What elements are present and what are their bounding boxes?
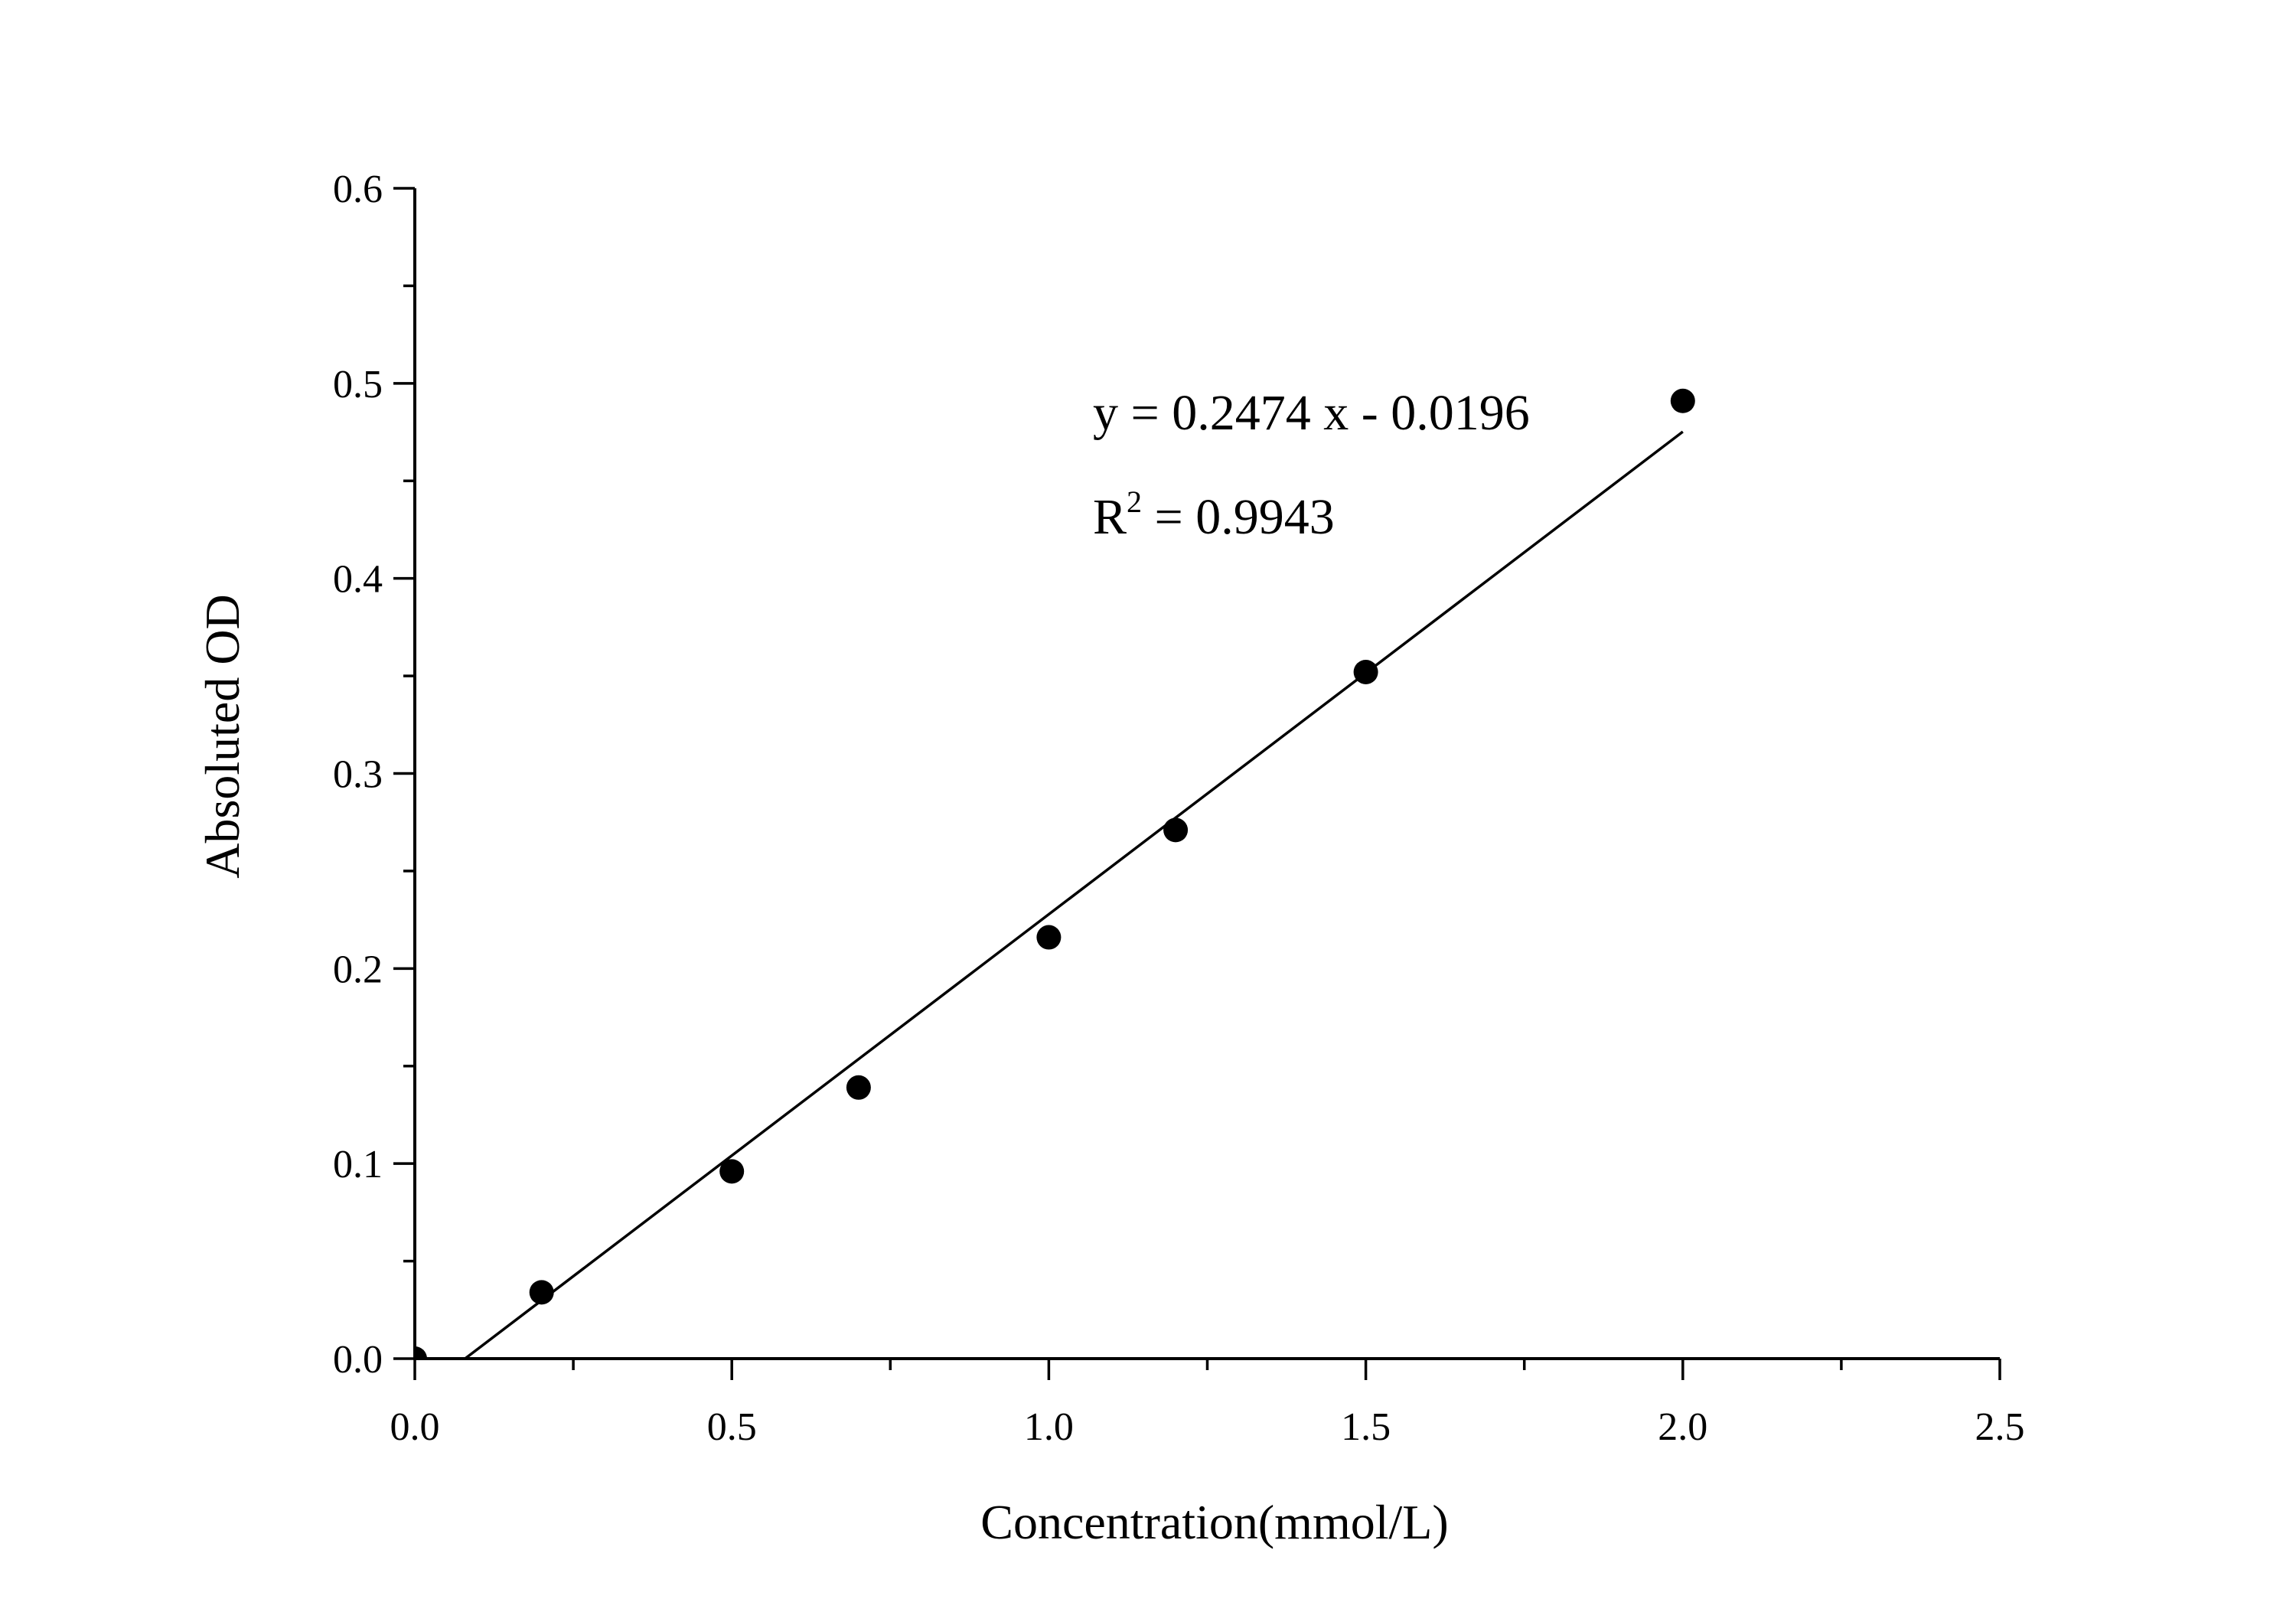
r-squared-value: = 0.9943 [1142,489,1335,545]
data-point [1036,925,1062,950]
x-tick-label: 1.5 [1341,1405,1391,1449]
data-point [415,1346,427,1359]
y-tick-label: 0.6 [333,168,383,211]
x-tick-label: 1.0 [1024,1405,1074,1449]
x-axis-title: Concentration(mmol/L) [980,1495,1448,1549]
axis-ticks [393,187,2001,1380]
data-point [846,1075,871,1100]
data-point [719,1159,745,1184]
x-tick-label: 0.5 [707,1405,757,1449]
x-tick-label: 2.0 [1658,1405,1707,1449]
y-tick-label: 0.2 [333,948,383,991]
fit-line [464,430,1684,1360]
data-point [1670,388,1695,413]
y-tick-label: 0.4 [333,558,383,602]
data-points [415,388,1695,1359]
y-tick-label: 0.1 [333,1143,383,1186]
x-tick-label: 2.5 [1975,1405,2025,1449]
r-squared-label: R2 = 0.9943 [1093,485,1335,545]
fit-line-group [464,430,1684,1360]
fit-equation: y = 0.2474 x - 0.0196 [1093,385,1530,441]
r-squared-superscript: 2 [1127,485,1142,519]
y-tick-label: 0.3 [333,753,383,797]
data-point [1353,659,1378,684]
data-point [1163,817,1189,843]
y-tick-label: 0.5 [333,363,383,406]
y-axis-title: Absoluted OD [195,594,249,879]
y-tick-label: 0.0 [333,1338,383,1382]
axis-tick-labels: 0.0 0.5 1.0 1.5 2.0 2.5 0.0 0.1 0.2 0.3 0.4 0.5 0.6 [333,168,2025,1449]
r-squared-base: R [1093,489,1127,545]
data-point [529,1280,554,1305]
x-tick-label: 0.0 [390,1405,440,1449]
